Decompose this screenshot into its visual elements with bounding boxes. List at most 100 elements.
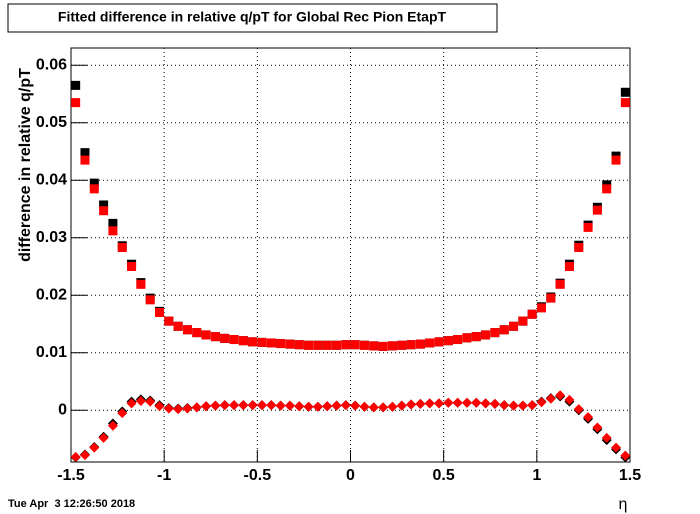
- square-point: [350, 340, 360, 350]
- square-point: [536, 303, 546, 313]
- diamond-point: [573, 404, 584, 415]
- square-point: [369, 341, 379, 351]
- diamond-point: [555, 390, 566, 401]
- diamond-point: [350, 400, 361, 411]
- diamond-point: [266, 400, 277, 411]
- diamond-point: [256, 400, 267, 411]
- y-tick-label: 0.05: [36, 114, 67, 131]
- diamond-point: [182, 403, 193, 414]
- diamond-point: [620, 450, 631, 461]
- diamond-point: [368, 402, 379, 413]
- square-point: [527, 309, 537, 319]
- diamond-point: [173, 404, 184, 415]
- square-point: [564, 262, 574, 271]
- diamond-point: [340, 400, 351, 411]
- y-tick-label: 0.01: [36, 344, 67, 361]
- diamond-point: [219, 400, 230, 411]
- square-point: [313, 340, 323, 350]
- square-point: [89, 184, 99, 194]
- diamond-point: [89, 442, 100, 453]
- diamond-point: [238, 400, 249, 411]
- plot-frame: [70, 47, 631, 463]
- diamond-point: [443, 397, 454, 408]
- y-tick-label: 0: [58, 401, 67, 418]
- title-box: [7, 3, 498, 33]
- y-tick-label: 0.03: [36, 229, 67, 246]
- diamond-point: [564, 394, 575, 405]
- square-point: [359, 340, 369, 350]
- y-tick-label: 0.04: [36, 171, 67, 188]
- square-point: [304, 340, 314, 350]
- square-point: [425, 338, 435, 348]
- square-point: [462, 333, 472, 343]
- square-point: [164, 316, 174, 326]
- square-point: [434, 337, 444, 347]
- x-tick-label: -0.5: [244, 467, 272, 484]
- square-point: [192, 328, 202, 338]
- square-point: [285, 339, 295, 349]
- diamond-point: [508, 400, 519, 411]
- square-point: [518, 316, 528, 326]
- square-point: [397, 340, 407, 350]
- diamond-point: [434, 398, 445, 409]
- diamond-point: [545, 393, 556, 404]
- diamond-point: [461, 397, 472, 408]
- diamond-point: [387, 401, 398, 412]
- square-point: [108, 226, 118, 236]
- square-point: [471, 332, 481, 342]
- diamond-point: [359, 401, 370, 412]
- square-point: [248, 337, 258, 347]
- square-point: [266, 338, 276, 348]
- diamond-point: [517, 400, 528, 411]
- square-point: [136, 279, 146, 289]
- square-point: [117, 243, 127, 253]
- diamond-point: [396, 400, 407, 411]
- square-point: [99, 206, 109, 216]
- square-point: [229, 335, 239, 345]
- square-point: [80, 148, 90, 158]
- diamond-point: [284, 400, 295, 411]
- square-point: [509, 321, 519, 331]
- square-point: [592, 205, 602, 215]
- diamond-point: [210, 400, 221, 411]
- x-tick-label: 1.5: [619, 467, 641, 484]
- square-point: [415, 339, 425, 349]
- square-point: [80, 155, 90, 165]
- square-point: [443, 336, 453, 346]
- chart-title: Fitted difference in relative q/pT for G…: [58, 9, 447, 25]
- square-point: [387, 341, 397, 351]
- square-point: [555, 279, 565, 289]
- y-tick-label: 0.02: [36, 286, 67, 303]
- square-point: [145, 295, 155, 305]
- diamond-point: [79, 450, 90, 461]
- x-tick-label: -1.5: [57, 467, 85, 484]
- square-point: [406, 340, 416, 350]
- square-point: [71, 80, 81, 90]
- diamond-point: [601, 432, 612, 443]
- timestamp: Tue Apr 3 12:26:50 2018: [8, 498, 135, 510]
- diamond-point: [415, 398, 426, 409]
- diamond-point: [471, 397, 482, 408]
- diamond-point: [163, 403, 174, 414]
- x-tick-label: -1: [157, 467, 171, 484]
- diamond-point: [126, 398, 137, 409]
- square-point: [453, 335, 463, 345]
- square-point: [546, 293, 556, 303]
- x-tick-label: 1: [532, 467, 541, 484]
- diamond-point: [247, 400, 258, 411]
- square-point: [322, 340, 332, 350]
- square-point: [99, 200, 109, 210]
- square-point: [481, 330, 491, 340]
- square-point: [490, 328, 500, 338]
- diamond-point: [135, 396, 146, 407]
- diamond-point: [592, 422, 603, 433]
- square-point: [257, 337, 267, 347]
- square-point: [620, 87, 630, 97]
- square-point: [173, 321, 183, 331]
- square-point: [276, 339, 286, 349]
- diamond-point: [480, 398, 491, 409]
- square-point: [71, 98, 81, 108]
- square-point: [294, 340, 304, 350]
- x-tick-label: 0: [346, 467, 355, 484]
